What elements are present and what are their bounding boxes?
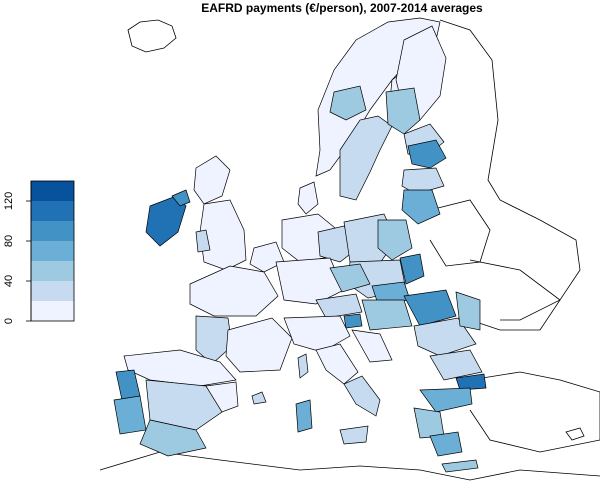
- region-sardinia: [295, 399, 313, 433]
- legend-tick-80: 80: [3, 235, 15, 247]
- cyprus-outline: [565, 427, 585, 441]
- region-portugal-north: [115, 369, 141, 401]
- eu-regions: [113, 17, 487, 473]
- region-benelux: [249, 241, 285, 273]
- region-denmark: [297, 181, 319, 215]
- non-eu-outlines: [99, 19, 600, 481]
- legend-swatches: [31, 181, 74, 321]
- region-estonia: [407, 139, 447, 169]
- region-italy-center: [315, 343, 359, 385]
- belarus-outline: [429, 199, 491, 267]
- region-romania-south: [413, 317, 477, 357]
- region-poland-east: [399, 253, 425, 285]
- legend-swatch-5: [31, 201, 74, 221]
- region-italy-south: [343, 375, 381, 417]
- north-africa-outline: [99, 451, 600, 481]
- region-wales: [195, 229, 211, 253]
- legend-swatch-4: [31, 221, 74, 241]
- region-greece-south: [429, 431, 463, 457]
- region-finland-east: [385, 87, 421, 135]
- region-germany-south: [275, 257, 345, 305]
- legend-swatch-0: [31, 301, 74, 321]
- region-northern-ireland: [171, 189, 191, 207]
- region-portugal-south: [113, 395, 147, 435]
- region-italy-north: [283, 315, 351, 353]
- region-scotland: [193, 155, 231, 205]
- ukraine-outline: [469, 259, 561, 331]
- region-spain-south: [139, 419, 207, 457]
- region-romania-east: [455, 291, 481, 331]
- legend-axis: [26, 181, 32, 322]
- region-spain-center: [145, 379, 223, 431]
- region-greece-west: [413, 407, 445, 439]
- turkey-outline: [469, 371, 600, 453]
- region-bulgaria-south: [455, 373, 487, 391]
- region-greece-north: [419, 387, 473, 413]
- legend-tick-0: 0: [3, 318, 15, 324]
- legend-swatch-2: [31, 261, 74, 281]
- legend-swatch-1: [31, 281, 74, 301]
- region-czechia: [329, 263, 371, 293]
- region-balearic: [251, 391, 267, 405]
- region-france-west: [195, 315, 233, 365]
- map-legend: 0 40 80 120: [3, 180, 75, 324]
- legend-swatch-6: [31, 181, 74, 201]
- region-spain-east: [205, 381, 239, 413]
- region-sweden-mid: [329, 85, 367, 121]
- region-poland-central: [377, 219, 413, 261]
- region-croatia: [351, 329, 393, 363]
- region-sweden-south: [339, 115, 393, 201]
- region-sicily: [339, 425, 369, 445]
- region-corsica: [297, 353, 309, 379]
- russia-outline: [439, 19, 581, 321]
- legend-tick-120: 120: [3, 192, 15, 210]
- region-lithuania: [401, 189, 441, 225]
- region-slovenia: [343, 313, 363, 329]
- map-title: EAFRD payments (€/person), 2007-2014 ave…: [201, 1, 483, 15]
- region-france-south: [225, 317, 293, 373]
- iceland-outline: [127, 19, 177, 53]
- legend-swatch-3: [31, 241, 74, 261]
- region-hungary: [361, 299, 413, 331]
- legend-tick-40: 40: [3, 275, 15, 287]
- region-bulgaria: [429, 349, 483, 381]
- region-france-north: [189, 265, 279, 317]
- region-austria: [315, 293, 363, 319]
- region-romania-north: [403, 289, 457, 327]
- region-crete: [441, 459, 479, 473]
